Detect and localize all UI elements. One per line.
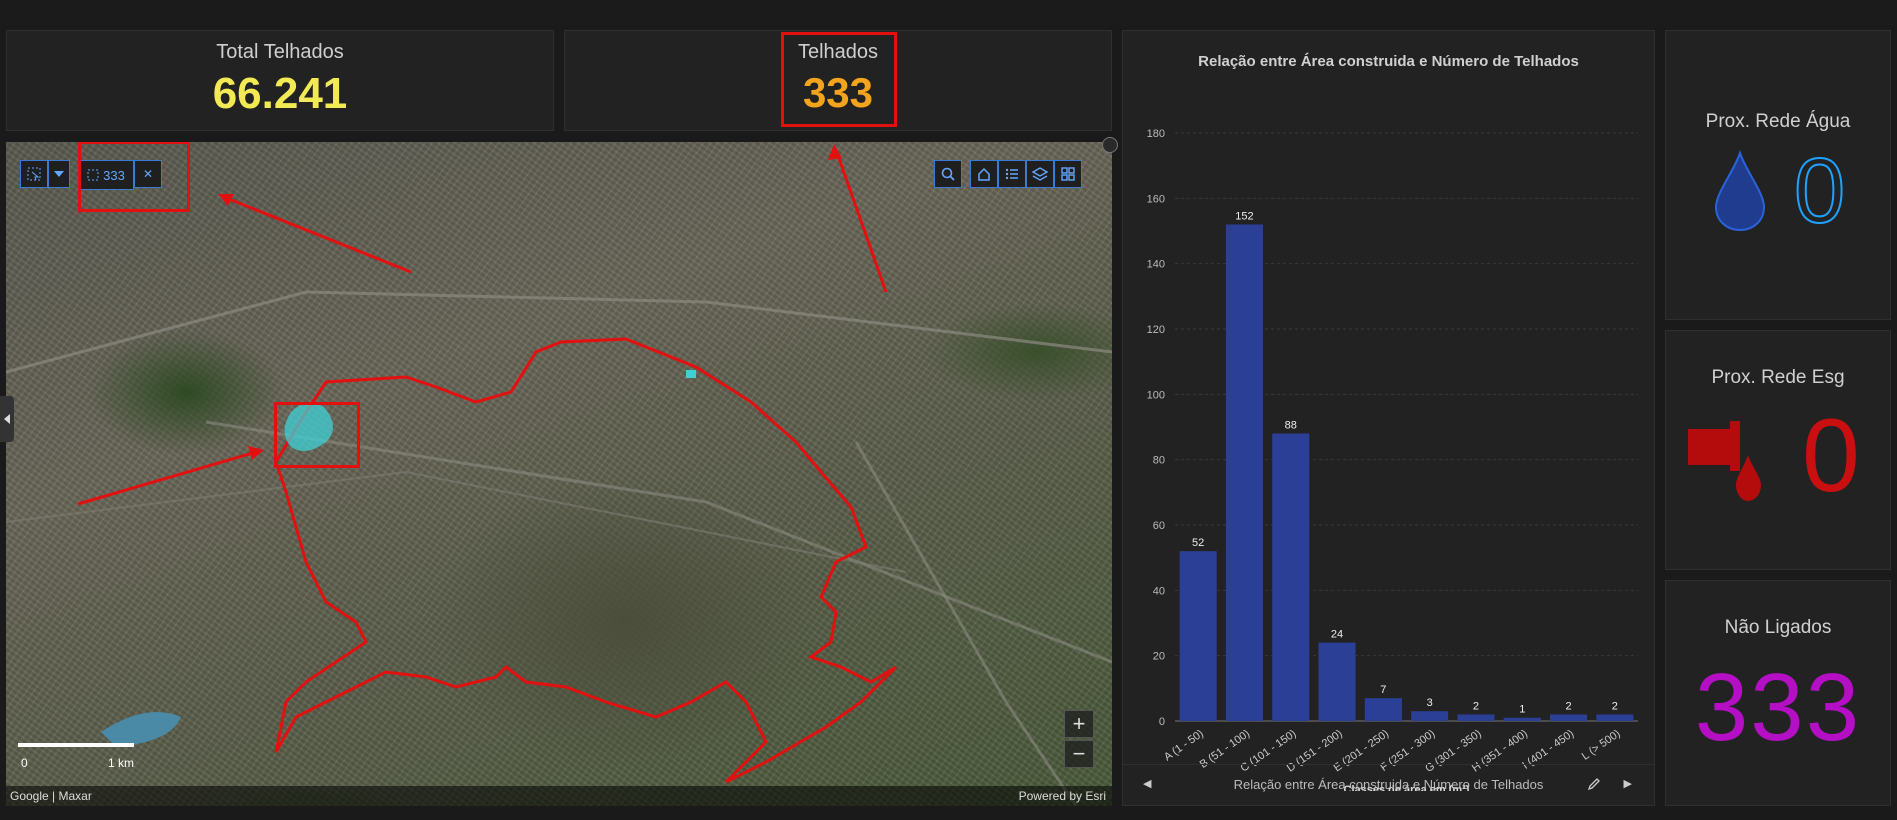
y-tick-label: 140 — [1147, 259, 1165, 271]
zoom-out-icon: − — [1072, 741, 1086, 766]
chart-footer: ◀ Relação entre Área construida e Número… — [1123, 764, 1654, 805]
sewer-pipe-icon — [1688, 421, 1761, 501]
data-label: 2 — [1473, 700, 1479, 712]
y-tick-label: 20 — [1153, 651, 1165, 663]
bar[interactable] — [1503, 717, 1541, 721]
layers-button[interactable] — [1026, 160, 1054, 188]
highlight-box — [781, 32, 897, 127]
selection-icon — [87, 169, 99, 181]
indicator-value: 333 — [802, 69, 874, 116]
y-tick-label: 180 — [1147, 128, 1165, 140]
data-label: 1 — [1519, 704, 1525, 716]
home-button[interactable] — [970, 160, 998, 188]
side-collapse-handle[interactable] — [0, 396, 14, 442]
card-value: 333 — [1694, 654, 1862, 761]
y-tick-label: 40 — [1153, 585, 1165, 597]
lake — [101, 712, 181, 747]
zoom-in-icon: + — [1072, 711, 1086, 736]
map-view[interactable]: 333 ✕ + − 0 1 km Google | Maxar Powered … — [6, 142, 1112, 806]
highlight-box — [78, 142, 190, 212]
attribution-right[interactable]: Powered by Esri — [1018, 789, 1106, 803]
select-tool-icon — [27, 167, 41, 181]
bar[interactable] — [1457, 714, 1495, 721]
scale-label-end: 1 km — [108, 756, 135, 770]
study-area-boundary — [274, 337, 898, 784]
legend-icon — [1005, 168, 1018, 180]
zoom-out-button[interactable]: − — [1064, 740, 1094, 768]
not-connected-card: Não Ligados 333 — [1665, 580, 1891, 806]
legend-button[interactable] — [998, 160, 1026, 188]
indicator-title: Telhados — [797, 41, 879, 63]
bar[interactable] — [1596, 714, 1634, 721]
bar[interactable] — [1318, 642, 1356, 721]
zoom-in-button[interactable]: + — [1064, 710, 1094, 738]
card-title: Não Ligados — [1724, 617, 1832, 638]
search-icon — [941, 167, 955, 181]
search-button[interactable] — [934, 160, 962, 188]
data-label: 3 — [1427, 697, 1433, 709]
select-tool-icon[interactable] — [20, 160, 48, 188]
map-overlay — [6, 144, 1112, 806]
x-tick-label: A (1 - 50) — [1162, 728, 1206, 764]
telhados-indicator: Telhados 333 — [564, 30, 1112, 131]
bar[interactable] — [1364, 698, 1402, 721]
highlight-box — [274, 402, 360, 468]
y-tick-label: 120 — [1147, 324, 1165, 336]
top-bar — [0, 0, 1897, 26]
bar[interactable] — [1550, 714, 1588, 721]
chart-footer-label: Relação entre Área construida e Número d… — [1233, 777, 1544, 792]
water-network-card: Prox. Rede Água 0 — [1665, 30, 1891, 320]
edit-icon[interactable] — [1586, 776, 1602, 792]
data-label: 52 — [1192, 537, 1204, 549]
clear-selection-button[interactable]: ✕ — [134, 160, 162, 188]
home-icon — [978, 167, 990, 181]
chart-title: Relação entre Área construida e Número d… — [1198, 53, 1579, 70]
data-label: 2 — [1612, 700, 1618, 712]
total-telhados-indicator: Total Telhados 66.241 — [6, 30, 554, 131]
card-title: Prox. Rede Esg — [1711, 367, 1845, 388]
dropdown-icon[interactable] — [48, 160, 70, 188]
data-label: 88 — [1285, 420, 1297, 432]
card-value: 0 — [1793, 139, 1846, 243]
y-tick-label: 0 — [1159, 716, 1165, 728]
clear-icon: ✕ — [142, 167, 154, 181]
sewer-network-card: Prox. Rede Esg 0 — [1665, 330, 1891, 570]
data-label: 152 — [1235, 210, 1253, 222]
card-value: 0 — [1802, 398, 1860, 514]
bar[interactable] — [1179, 551, 1217, 721]
basemap-button[interactable] — [1054, 160, 1082, 188]
chevron-down-icon — [54, 171, 64, 177]
card-title: Prox. Rede Água — [1705, 111, 1851, 132]
attribution-left[interactable]: Google | Maxar — [10, 789, 92, 803]
chart-prev-icon[interactable]: ◀ — [1143, 778, 1152, 790]
basemap-icon — [1061, 167, 1075, 181]
bar[interactable] — [1225, 224, 1263, 721]
bar[interactable] — [1411, 711, 1449, 721]
data-label: 7 — [1380, 684, 1386, 696]
y-tick-label: 160 — [1147, 193, 1165, 205]
selected-parcel — [686, 370, 696, 378]
water-drop-icon — [1714, 149, 1766, 232]
data-label: 2 — [1565, 700, 1571, 712]
y-tick-label: 80 — [1153, 455, 1165, 467]
map-attribution: Google | Maxar Powered by Esri — [6, 786, 1112, 806]
scale-label-start: 0 — [21, 756, 28, 770]
data-label: 24 — [1331, 629, 1343, 641]
indicator-title: Total Telhados — [216, 41, 344, 63]
chevron-left-icon — [4, 414, 10, 424]
y-tick-label: 100 — [1147, 389, 1165, 401]
expand-icon[interactable] — [1102, 137, 1118, 153]
selection-count: 333 — [103, 167, 125, 183]
layers-icon — [1032, 167, 1048, 181]
chart-next-icon[interactable]: ▶ — [1623, 778, 1632, 790]
x-tick-label: L (> 500) — [1580, 728, 1623, 763]
chart-panel: Relação entre Área construida e Número d… — [1122, 30, 1655, 806]
y-tick-label: 60 — [1153, 520, 1165, 532]
x-axis-title: Classes de área em (m²) — [1344, 784, 1470, 791]
selected-parcel — [284, 403, 334, 451]
indicator-value: 66.241 — [212, 69, 348, 118]
bar[interactable] — [1272, 433, 1310, 721]
